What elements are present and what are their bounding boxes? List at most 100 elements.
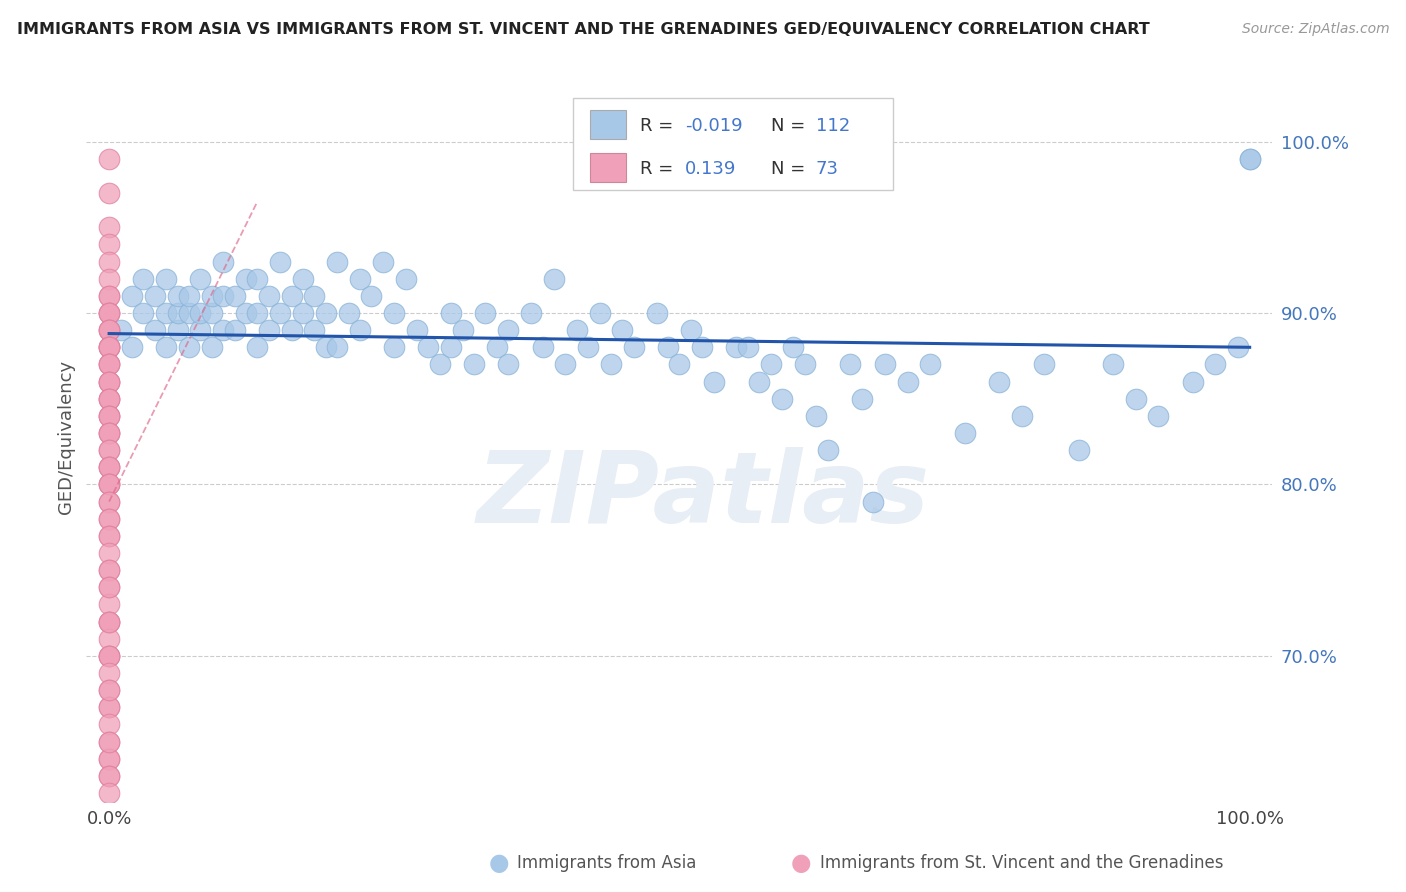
Point xyxy=(280,323,302,337)
Point xyxy=(782,340,804,354)
Point xyxy=(1239,152,1261,166)
Point xyxy=(770,392,793,406)
Point xyxy=(166,323,188,337)
Point xyxy=(873,358,896,372)
Point xyxy=(98,323,121,337)
Point xyxy=(98,392,121,406)
Text: ●: ● xyxy=(489,852,509,875)
Point xyxy=(1239,152,1261,166)
Point xyxy=(177,289,200,303)
Point xyxy=(920,358,942,372)
Point xyxy=(418,340,440,354)
Point xyxy=(98,648,121,663)
Point xyxy=(98,443,121,458)
Point xyxy=(839,358,862,372)
Point xyxy=(98,615,121,629)
Point xyxy=(98,683,121,698)
Point xyxy=(395,271,418,285)
Point xyxy=(257,289,280,303)
Point xyxy=(98,769,121,783)
Point xyxy=(224,289,246,303)
Point xyxy=(98,271,121,285)
Point xyxy=(817,443,839,458)
Point xyxy=(1101,358,1123,372)
Point xyxy=(498,358,520,372)
Point xyxy=(98,752,121,766)
Y-axis label: GED/Equivalency: GED/Equivalency xyxy=(58,360,75,515)
Point xyxy=(155,340,177,354)
Point xyxy=(98,717,121,731)
Point xyxy=(304,323,326,337)
Point xyxy=(98,494,121,508)
Point xyxy=(98,563,121,577)
Point xyxy=(98,683,121,698)
Point xyxy=(98,477,121,491)
Point xyxy=(440,306,463,320)
Point xyxy=(98,769,121,783)
Point xyxy=(679,323,702,337)
Point xyxy=(143,323,166,337)
Point xyxy=(576,340,599,354)
Point xyxy=(212,254,235,268)
Point xyxy=(98,289,121,303)
Point xyxy=(1125,392,1147,406)
Point xyxy=(98,425,121,440)
Point xyxy=(429,358,451,372)
Point xyxy=(166,306,188,320)
Point xyxy=(98,392,121,406)
Point xyxy=(188,306,211,320)
Point xyxy=(98,512,121,526)
Text: ZIPatlas: ZIPatlas xyxy=(477,447,929,544)
Point xyxy=(565,323,588,337)
Point xyxy=(269,306,291,320)
Text: Immigrants from St. Vincent and the Grenadines: Immigrants from St. Vincent and the Gren… xyxy=(820,855,1223,872)
Point xyxy=(349,271,371,285)
Point xyxy=(98,615,121,629)
Point xyxy=(98,700,121,714)
Point xyxy=(1067,443,1090,458)
Point xyxy=(1227,340,1250,354)
Point xyxy=(98,425,121,440)
Point xyxy=(98,306,121,320)
Point xyxy=(201,289,224,303)
Point xyxy=(406,323,429,337)
Point xyxy=(98,323,121,337)
Point xyxy=(98,220,121,235)
Point xyxy=(612,323,634,337)
Point xyxy=(304,289,326,303)
Point xyxy=(451,323,474,337)
Point xyxy=(98,237,121,252)
Point xyxy=(98,632,121,646)
Point xyxy=(98,289,121,303)
Text: 73: 73 xyxy=(815,161,839,178)
Point xyxy=(98,375,121,389)
Point xyxy=(98,734,121,748)
Point xyxy=(645,306,668,320)
Point xyxy=(851,392,873,406)
Point xyxy=(98,529,121,543)
Point xyxy=(98,598,121,612)
Point xyxy=(371,254,394,268)
Point xyxy=(98,460,121,475)
Point xyxy=(98,494,121,508)
Point xyxy=(588,306,610,320)
Point xyxy=(1033,358,1056,372)
Point xyxy=(474,306,496,320)
Point xyxy=(246,306,269,320)
Point xyxy=(98,358,121,372)
FancyBboxPatch shape xyxy=(572,98,893,190)
Point xyxy=(98,358,121,372)
Point xyxy=(212,323,235,337)
Point xyxy=(235,306,257,320)
Point xyxy=(531,340,554,354)
Point xyxy=(98,477,121,491)
Point xyxy=(98,460,121,475)
Point xyxy=(188,271,211,285)
Text: Source: ZipAtlas.com: Source: ZipAtlas.com xyxy=(1241,22,1389,37)
Point xyxy=(132,271,155,285)
Point xyxy=(520,306,543,320)
Point xyxy=(360,289,382,303)
Point xyxy=(98,340,121,354)
Point xyxy=(110,323,132,337)
Point xyxy=(177,340,200,354)
